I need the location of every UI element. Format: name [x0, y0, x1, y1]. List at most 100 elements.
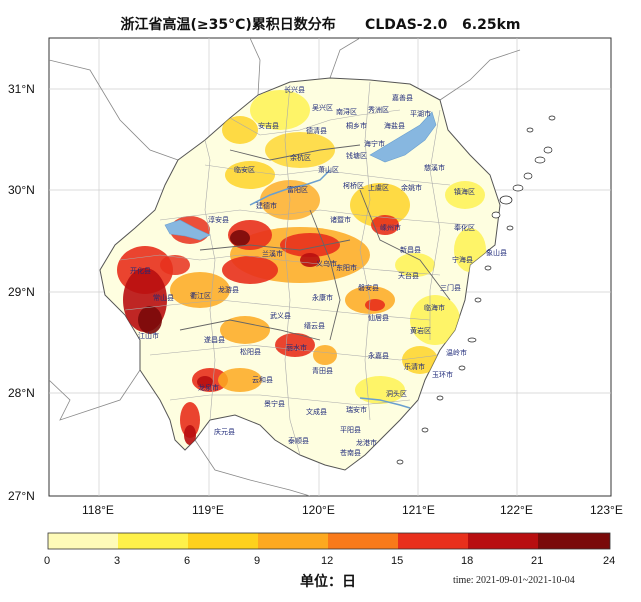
county-boundaries: [119, 81, 471, 456]
county-label: 乐清市: [404, 362, 425, 371]
county-label: 上虞区: [368, 183, 389, 192]
county-label: 新昌县: [400, 245, 421, 254]
county-label: 开化县: [130, 266, 151, 275]
county-label: 松阳县: [240, 347, 261, 356]
county-label: 柯桥区: [343, 181, 364, 190]
county-label: 象山县: [486, 248, 507, 257]
county-label: 淳安县: [208, 215, 229, 224]
county-label: 庆元县: [214, 427, 235, 436]
zhoushan-islands: [396, 115, 556, 465]
county-label: 苍南县: [340, 448, 361, 457]
colorbar-tick: 0: [44, 555, 50, 567]
colorbar-bin: [538, 533, 610, 549]
colorbar-bin: [398, 533, 468, 549]
county-label: 仙居县: [368, 313, 389, 322]
lat-label: 30°N: [8, 183, 35, 197]
county-label: 江山市: [138, 331, 159, 340]
colorbar-bin: [468, 533, 538, 549]
lat-label: 31°N: [8, 82, 35, 96]
qiandao-lake: [164, 219, 211, 241]
water-bodies: [164, 111, 437, 409]
county-label: 泰顺县: [288, 436, 309, 445]
county-label: 永嘉县: [368, 351, 389, 360]
county-label: 永康市: [312, 293, 333, 302]
county-label: 临安区: [234, 165, 255, 174]
county-label: 海盐县: [384, 121, 405, 130]
colorbar-bin: [188, 533, 258, 549]
county-label: 义乌市: [316, 259, 337, 268]
colorbar-tick: 3: [114, 555, 120, 567]
county-label: 桐乡市: [346, 121, 367, 130]
county-label: 安吉县: [258, 121, 279, 130]
hangzhou-bay: [369, 111, 437, 163]
county-label: 黄岩区: [410, 326, 431, 335]
neighbor-boundaries: [49, 38, 521, 496]
county-label: 建德市: [256, 201, 277, 210]
map-title: 浙江省高温(≥35°C)累积日数分布 CLDAS-2.0 6.25km: [0, 14, 641, 34]
lat-label: 27°N: [8, 489, 35, 503]
colorbar-tick: 15: [391, 555, 403, 567]
time-range: time: 2021-09-01~2021-10-04: [453, 575, 575, 586]
county-label: 慈溪市: [424, 163, 445, 172]
county-label: 龙泉市: [198, 383, 219, 392]
lon-label: 119°E: [192, 503, 224, 517]
county-label: 龙港市: [356, 438, 377, 447]
county-label: 余杭区: [290, 153, 311, 162]
data-source: CLDAS-2.0: [365, 17, 448, 33]
county-label: 德清县: [306, 126, 327, 135]
county-label: 萧山区: [318, 165, 339, 174]
county-label: 钱塘区: [346, 151, 367, 160]
county-label: 龙游县: [218, 285, 239, 294]
lon-label: 118°E: [82, 503, 114, 517]
lon-label: 123°E: [590, 503, 623, 517]
county-label: 天台县: [398, 271, 419, 280]
county-label: 余姚市: [401, 183, 422, 192]
county-label: 临海市: [424, 303, 445, 312]
county-label: 海宁市: [364, 139, 385, 148]
county-label: 常山县: [153, 293, 174, 302]
county-label: 温岭市: [446, 348, 467, 357]
colorbar-outline: [47, 532, 611, 550]
county-label: 兰溪市: [262, 249, 283, 258]
county-label: 丽水市: [286, 343, 307, 352]
colorbar-tick: 18: [461, 555, 473, 567]
county-labels: 长兴县 吴兴区 南浔区 秀洲区 嘉善县 平湖市 安吉县 德清县 桐乡市 海盐县 …: [130, 85, 507, 457]
county-label: 洞头区: [386, 389, 407, 398]
longitude-labels: 118°E 119°E 120°E 121°E 122°E 123°E: [82, 503, 623, 517]
county-label: 南浔区: [336, 107, 357, 116]
heat-field: [117, 90, 486, 445]
county-label: 平湖市: [410, 109, 431, 118]
county-label: 云和县: [252, 375, 273, 384]
prefecture-boundaries: [179, 144, 451, 341]
lon-label: 121°E: [402, 503, 435, 517]
lon-label: 120°E: [302, 503, 335, 517]
county-label: 吴兴区: [312, 103, 333, 112]
fuchun-river: [249, 169, 331, 206]
county-label: 遂昌县: [204, 335, 225, 344]
county-label: 平阳县: [340, 425, 361, 434]
county-label: 诸暨市: [330, 215, 351, 224]
county-label: 缙云县: [304, 321, 325, 330]
county-label: 嘉善县: [392, 93, 413, 102]
colorbar-tick: 24: [603, 555, 615, 567]
county-label: 武义县: [270, 311, 291, 320]
lat-label: 28°N: [8, 386, 35, 400]
title-text: 浙江省高温(≥35°C)累积日数分布: [120, 17, 336, 33]
resolution: 6.25km: [462, 17, 521, 33]
colorbar-bin: [258, 533, 328, 549]
county-label: 景宁县: [264, 399, 285, 408]
county-label: 三门县: [440, 283, 461, 292]
county-label: 镇海区: [454, 187, 475, 196]
county-label: 宁海县: [452, 255, 473, 264]
county-label: 磐安县: [358, 283, 379, 292]
county-label: 玉环市: [432, 370, 453, 379]
county-label: 嵊州市: [380, 223, 401, 232]
county-label: 衢江区: [190, 291, 211, 300]
lon-label: 122°E: [500, 503, 533, 517]
colorbar-bin: [118, 533, 188, 549]
county-label: 奉化区: [454, 223, 475, 232]
lat-label: 29°N: [8, 285, 35, 299]
latitude-labels: 31°N 30°N 29°N 28°N 27°N: [8, 82, 35, 503]
county-label: 瑞安市: [346, 405, 367, 414]
